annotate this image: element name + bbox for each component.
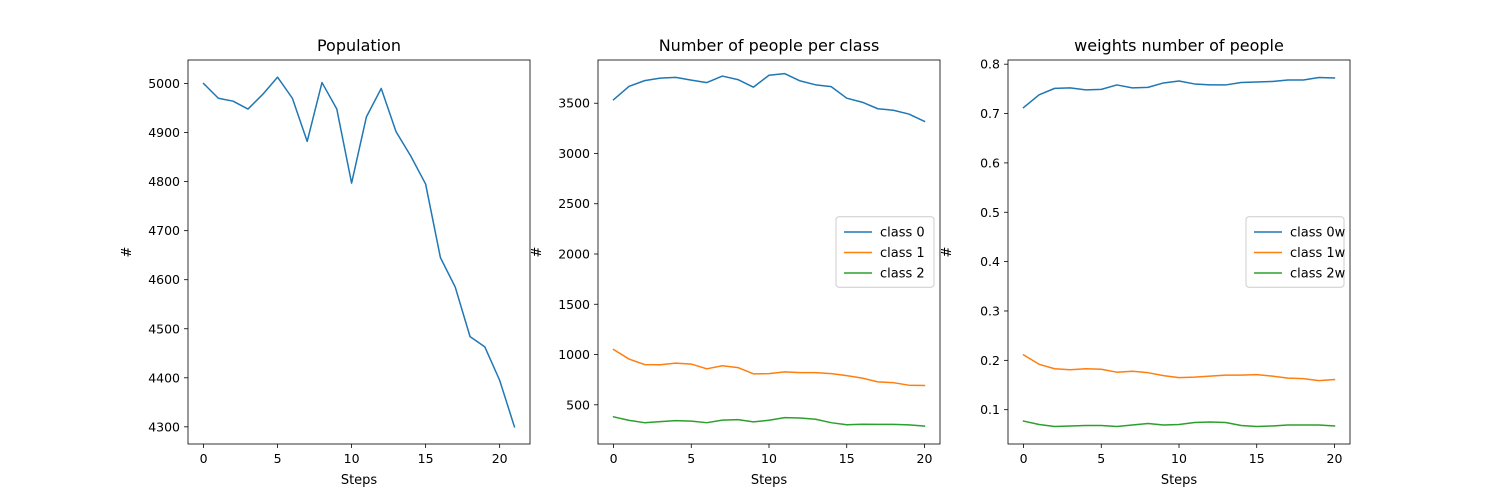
plot-frame	[187, 59, 531, 445]
legend: class 0w class 1w class 2w	[1245, 216, 1346, 288]
y-tick-label: 0.4	[980, 254, 1000, 269]
y-tick-label: 0.3	[980, 303, 1000, 318]
legend-box	[835, 216, 935, 288]
chart-title: Number of people per class	[659, 36, 880, 55]
y-axis-label: #	[120, 247, 135, 258]
y-tick-label: 0.7	[980, 106, 1000, 121]
y-tick-label: 4400	[148, 370, 180, 385]
y-tick-label: 0.1	[980, 402, 1000, 417]
x-tick-label: 20	[917, 451, 933, 466]
y-tick-label: 0.6	[980, 155, 1000, 170]
series-line-0	[202, 76, 516, 428]
x-tick-label: 15	[1249, 451, 1265, 466]
chart-title: weights number of people	[1074, 36, 1284, 55]
y-tick-label: 0.5	[980, 205, 1000, 220]
legend-label: class 0w	[1290, 226, 1346, 241]
y-axis-label: #	[530, 247, 545, 258]
y-axis-label: #	[940, 247, 955, 258]
y-tick-label: 3500	[558, 96, 590, 111]
legend-label: class 2	[880, 267, 925, 282]
y-tick-label: 4700	[148, 223, 180, 238]
x-tick-label: 15	[418, 451, 434, 466]
x-tick-label: 0	[610, 451, 618, 466]
y-tick-label: 2500	[558, 196, 590, 211]
legend-label: class 0	[880, 226, 925, 241]
y-tick-label: 4500	[148, 321, 180, 336]
chart-panel-0: 0 5 10 15 20 4300 4400 4500 4600 4700 4800 4900 5000…	[120, 36, 531, 488]
x-tick-label: 5	[274, 451, 282, 466]
x-tick-label: 5	[687, 451, 695, 466]
y-tick-label: 1500	[558, 297, 590, 312]
legend-label: class 1	[880, 246, 925, 261]
y-tick-label: 4600	[148, 272, 180, 287]
series-line-1	[1022, 353, 1336, 382]
y-tick-label: 1000	[558, 347, 590, 362]
x-tick-label: 20	[492, 451, 508, 466]
x-tick-label: 0	[1020, 451, 1028, 466]
y-tick-label: 3000	[558, 146, 590, 161]
y-tick-label: 0.8	[980, 57, 1000, 72]
series-line-1	[612, 348, 926, 387]
x-tick-label: 10	[761, 451, 777, 466]
series-line-2	[1022, 420, 1336, 428]
chart-title: Population	[317, 36, 401, 55]
y-tick-label: 500	[566, 397, 590, 412]
x-axis-label: Steps	[751, 473, 788, 488]
legend-label: class 1w	[1290, 246, 1346, 261]
x-tick-label: 10	[344, 451, 360, 466]
x-tick-label: 10	[1171, 451, 1187, 466]
legend: class 0 class 1 class 2	[835, 216, 935, 288]
chart-panel-2: 0 5 10 15 20 0.1 0.2 0.3 0.4 0.5 0.6 0.7 0.8 weights …	[940, 36, 1351, 488]
series-line-0	[612, 72, 926, 123]
y-tick-label: 4900	[148, 125, 180, 140]
y-tick-label: 2000	[558, 247, 590, 262]
y-tick-label: 4300	[148, 419, 180, 434]
series-line-2	[612, 415, 926, 427]
y-tick-label: 5000	[148, 76, 180, 91]
x-tick-label: 20	[1327, 451, 1343, 466]
legend-box	[1245, 216, 1345, 288]
x-tick-label: 15	[839, 451, 855, 466]
x-axis-label: Steps	[341, 473, 378, 488]
chart-panel-1: 0 5 10 15 20 500 1000 1500 2000 2500 3000 3500 Numbe…	[530, 36, 941, 488]
y-tick-label: 4800	[148, 174, 180, 189]
series-line-0	[1022, 76, 1336, 109]
legend-label: class 2w	[1290, 267, 1346, 282]
y-tick-label: 0.2	[980, 353, 1000, 368]
x-tick-label: 5	[1097, 451, 1105, 466]
x-tick-label: 0	[200, 451, 208, 466]
x-axis-label: Steps	[1161, 473, 1198, 488]
